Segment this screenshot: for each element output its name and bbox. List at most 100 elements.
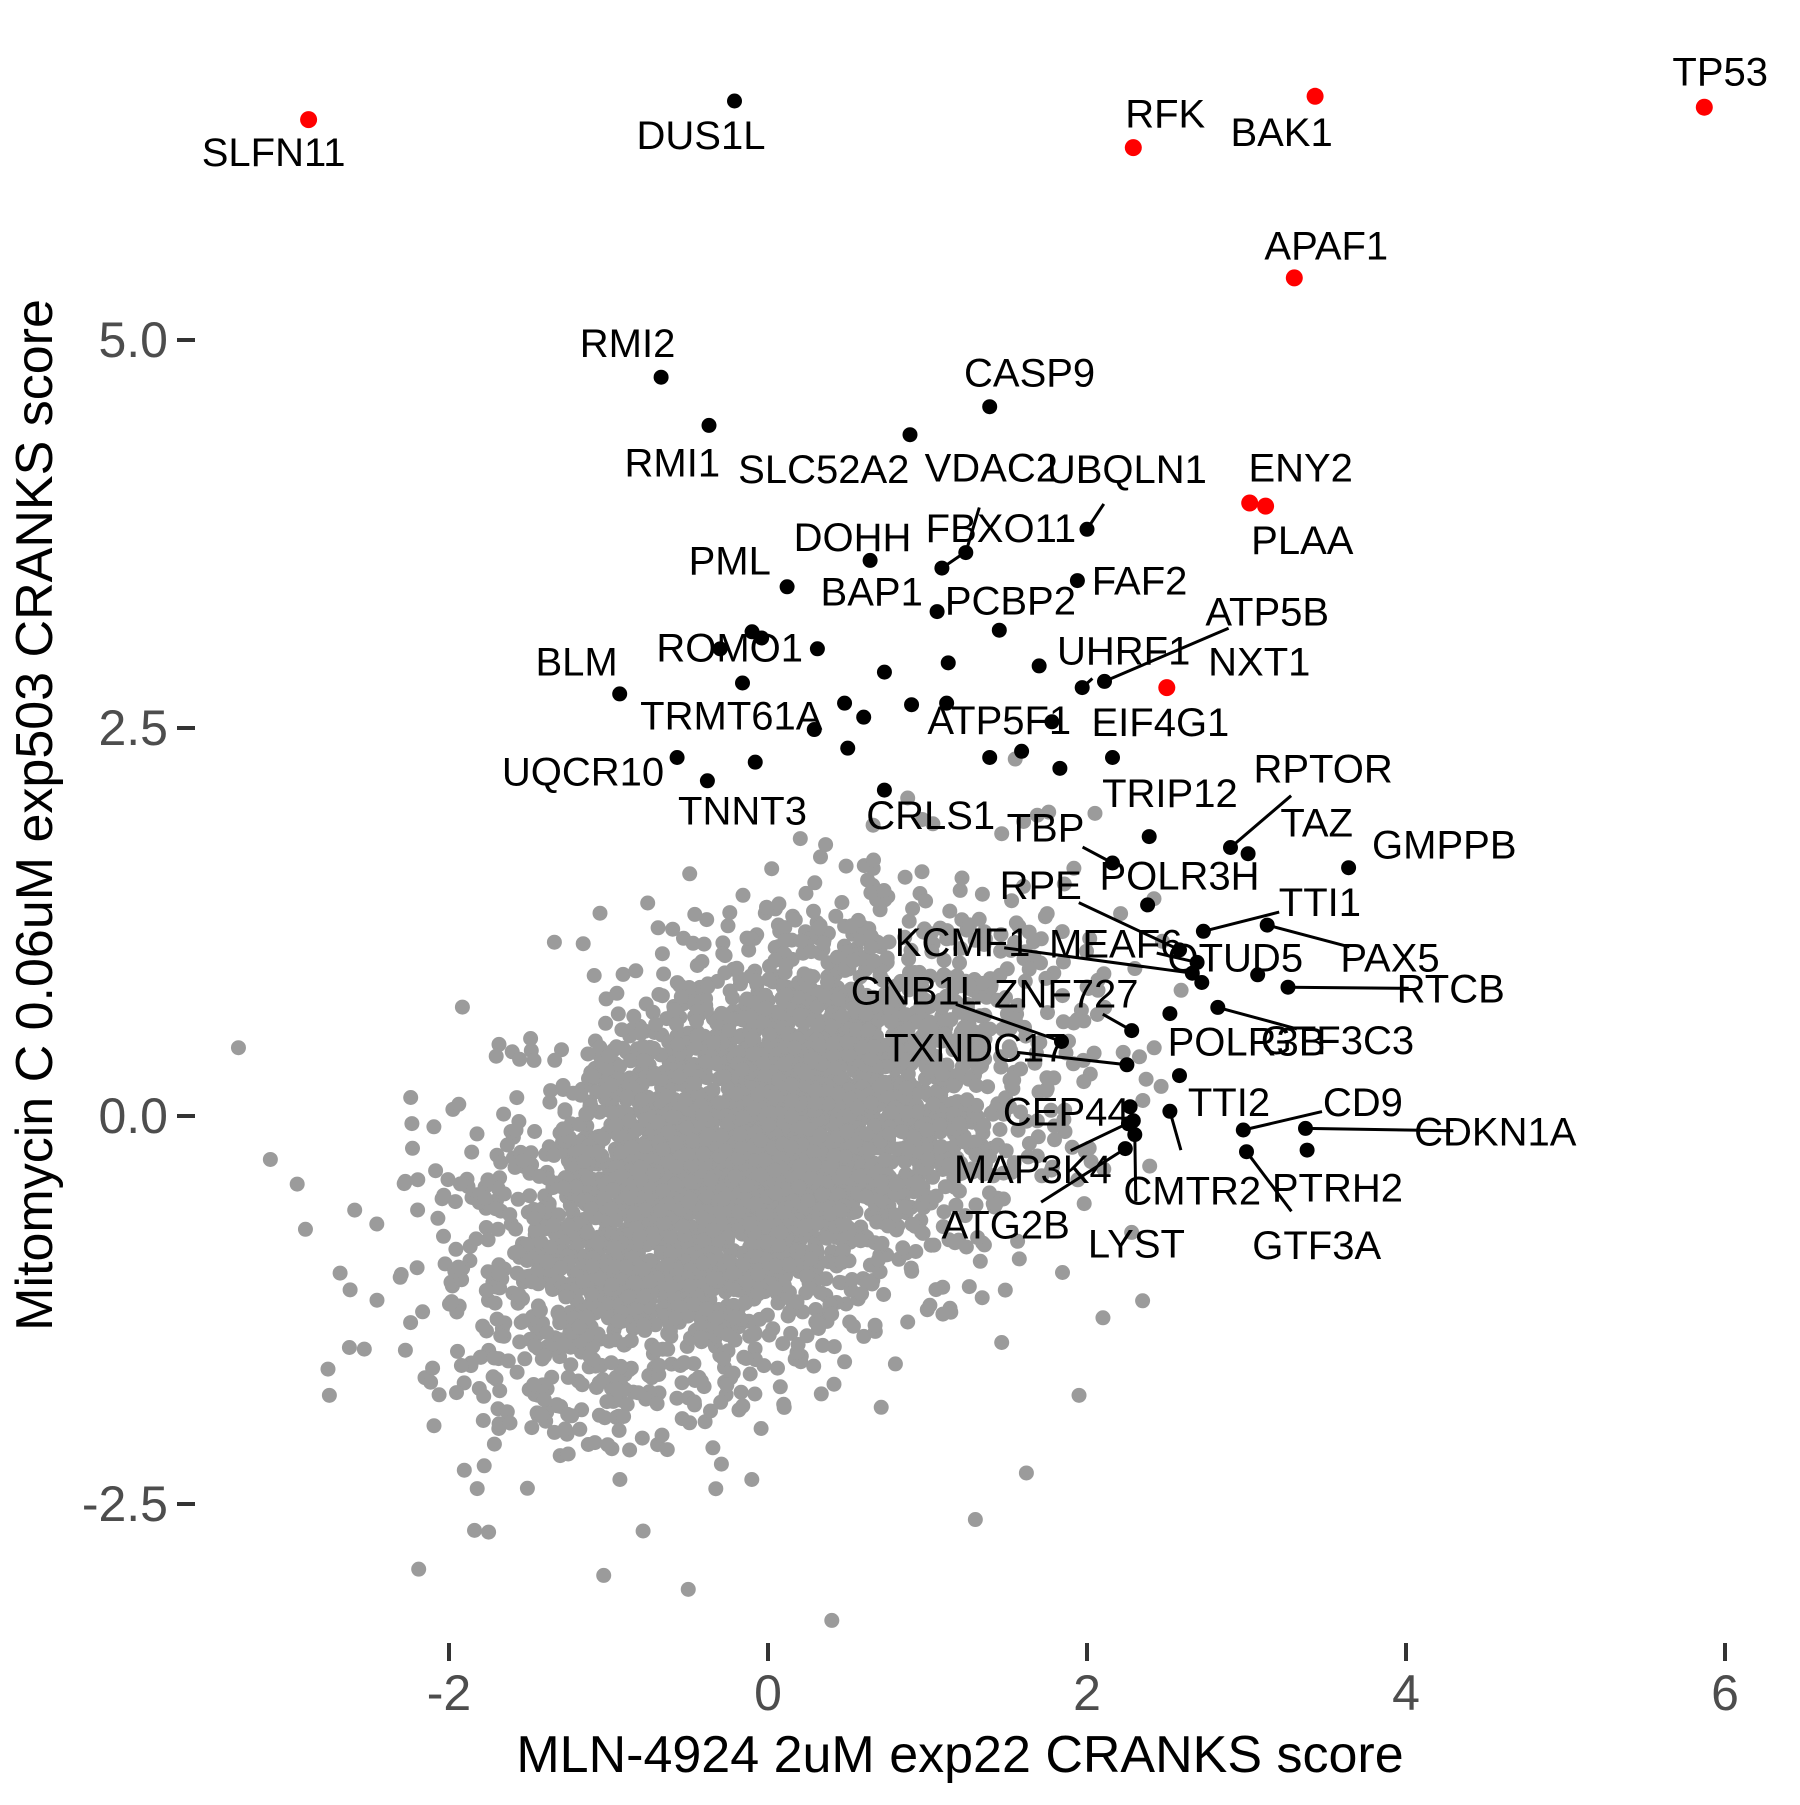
background-point — [448, 1241, 464, 1257]
background-point — [860, 1022, 876, 1038]
background-point — [480, 1232, 496, 1248]
background-point — [705, 1271, 721, 1287]
background-point — [619, 1089, 635, 1104]
background-point — [489, 1311, 505, 1327]
background-point — [819, 1230, 835, 1246]
background-point — [396, 1176, 412, 1192]
background-point — [649, 1396, 665, 1412]
background-point — [430, 1210, 446, 1226]
background-point — [739, 1274, 755, 1290]
gene-point-dus1l — [727, 93, 742, 109]
background-point — [491, 1036, 507, 1052]
background-point — [1057, 1102, 1073, 1118]
x-tick-label: 6 — [1711, 1665, 1739, 1721]
gene-label-eif4g1: EIF4G1 — [1091, 701, 1229, 745]
background-point — [426, 1119, 442, 1135]
leader-line — [955, 1002, 1062, 1043]
background-point — [906, 1129, 922, 1145]
gene-label-crls1: CRLS1 — [866, 794, 995, 838]
background-point — [733, 1384, 749, 1400]
background-point — [826, 1376, 842, 1392]
background-point — [675, 1218, 691, 1234]
background-point — [1064, 1139, 1080, 1155]
background-point — [1113, 906, 1129, 922]
gene-point-pml — [779, 579, 795, 595]
gene-label-uqcr10: UQCR10 — [502, 751, 664, 795]
background-point — [783, 1325, 799, 1341]
background-point — [716, 1069, 732, 1084]
background-point — [925, 1096, 941, 1112]
background-point — [1055, 1265, 1070, 1280]
background-point — [440, 1172, 456, 1188]
leader-line — [1305, 1126, 1454, 1133]
background-point — [703, 1403, 718, 1419]
gene-label-atg2b: ATG2B — [942, 1204, 1070, 1248]
background-point — [962, 917, 978, 933]
background-point — [826, 1148, 842, 1164]
background-point — [605, 1105, 620, 1121]
background-point — [922, 1297, 938, 1313]
background-point — [717, 1143, 733, 1159]
background-point — [784, 1093, 800, 1108]
background-point — [998, 1090, 1013, 1106]
gene-point-tti1 — [1195, 923, 1211, 939]
gene-label-ubqln1: UBQLN1 — [1047, 448, 1207, 492]
background-point — [951, 1116, 967, 1131]
background-point — [742, 1216, 758, 1232]
background-point — [403, 1315, 419, 1331]
background-point — [699, 912, 715, 928]
significant-point — [856, 709, 872, 725]
background-point — [608, 1117, 624, 1132]
background-point — [777, 920, 793, 936]
background-point — [403, 1090, 419, 1105]
leader-line — [1003, 946, 1193, 975]
background-point — [834, 1008, 850, 1024]
background-point — [933, 1139, 949, 1154]
gene-label-fbxo11: FBXO11 — [926, 507, 1076, 551]
background-point — [773, 1224, 789, 1240]
gene-point-txndc17 — [1119, 1057, 1135, 1073]
background-point — [863, 1051, 879, 1067]
background-point — [1077, 1144, 1093, 1160]
background-point — [450, 1343, 465, 1359]
background-point — [934, 999, 950, 1015]
background-point — [771, 1237, 787, 1253]
gene-point-lyst — [1127, 1127, 1143, 1143]
background-point — [1071, 1387, 1087, 1403]
background-point — [957, 1208, 973, 1224]
background-point — [728, 1086, 744, 1102]
background-point — [866, 953, 882, 969]
axis-tick-marks — [177, 338, 1727, 1661]
background-point — [665, 921, 681, 937]
background-point — [356, 1341, 372, 1357]
background-point — [610, 1313, 626, 1329]
background-point — [578, 1106, 594, 1122]
background-point — [1115, 1044, 1131, 1060]
background-point — [687, 1075, 703, 1091]
background-point — [742, 1009, 758, 1025]
background-point — [404, 1116, 420, 1132]
background-point — [663, 1279, 679, 1295]
background-point — [603, 1355, 619, 1371]
background-point — [410, 1172, 426, 1188]
background-point — [1055, 988, 1070, 1004]
background-point — [645, 1004, 661, 1020]
gene-label-rfk: RFK — [1125, 92, 1205, 136]
background-point — [694, 1318, 710, 1334]
gene-label-otud5: OTUD5 — [1168, 937, 1304, 981]
background-point — [851, 1168, 867, 1184]
background-point — [681, 1194, 696, 1210]
background-point — [636, 1317, 652, 1333]
background-point — [561, 1218, 576, 1234]
background-point — [809, 999, 825, 1015]
background-point — [601, 1048, 616, 1064]
gene-label-tnnt3: TNNT3 — [678, 789, 807, 833]
background-point — [705, 1035, 721, 1051]
gene-label-kcmf1: KCMF1 — [895, 921, 1031, 965]
background-point — [523, 1031, 539, 1046]
background-point — [601, 1333, 617, 1349]
background-point — [824, 1612, 840, 1628]
background-point — [512, 1051, 528, 1067]
background-point — [865, 817, 881, 833]
background-point — [423, 1374, 439, 1390]
